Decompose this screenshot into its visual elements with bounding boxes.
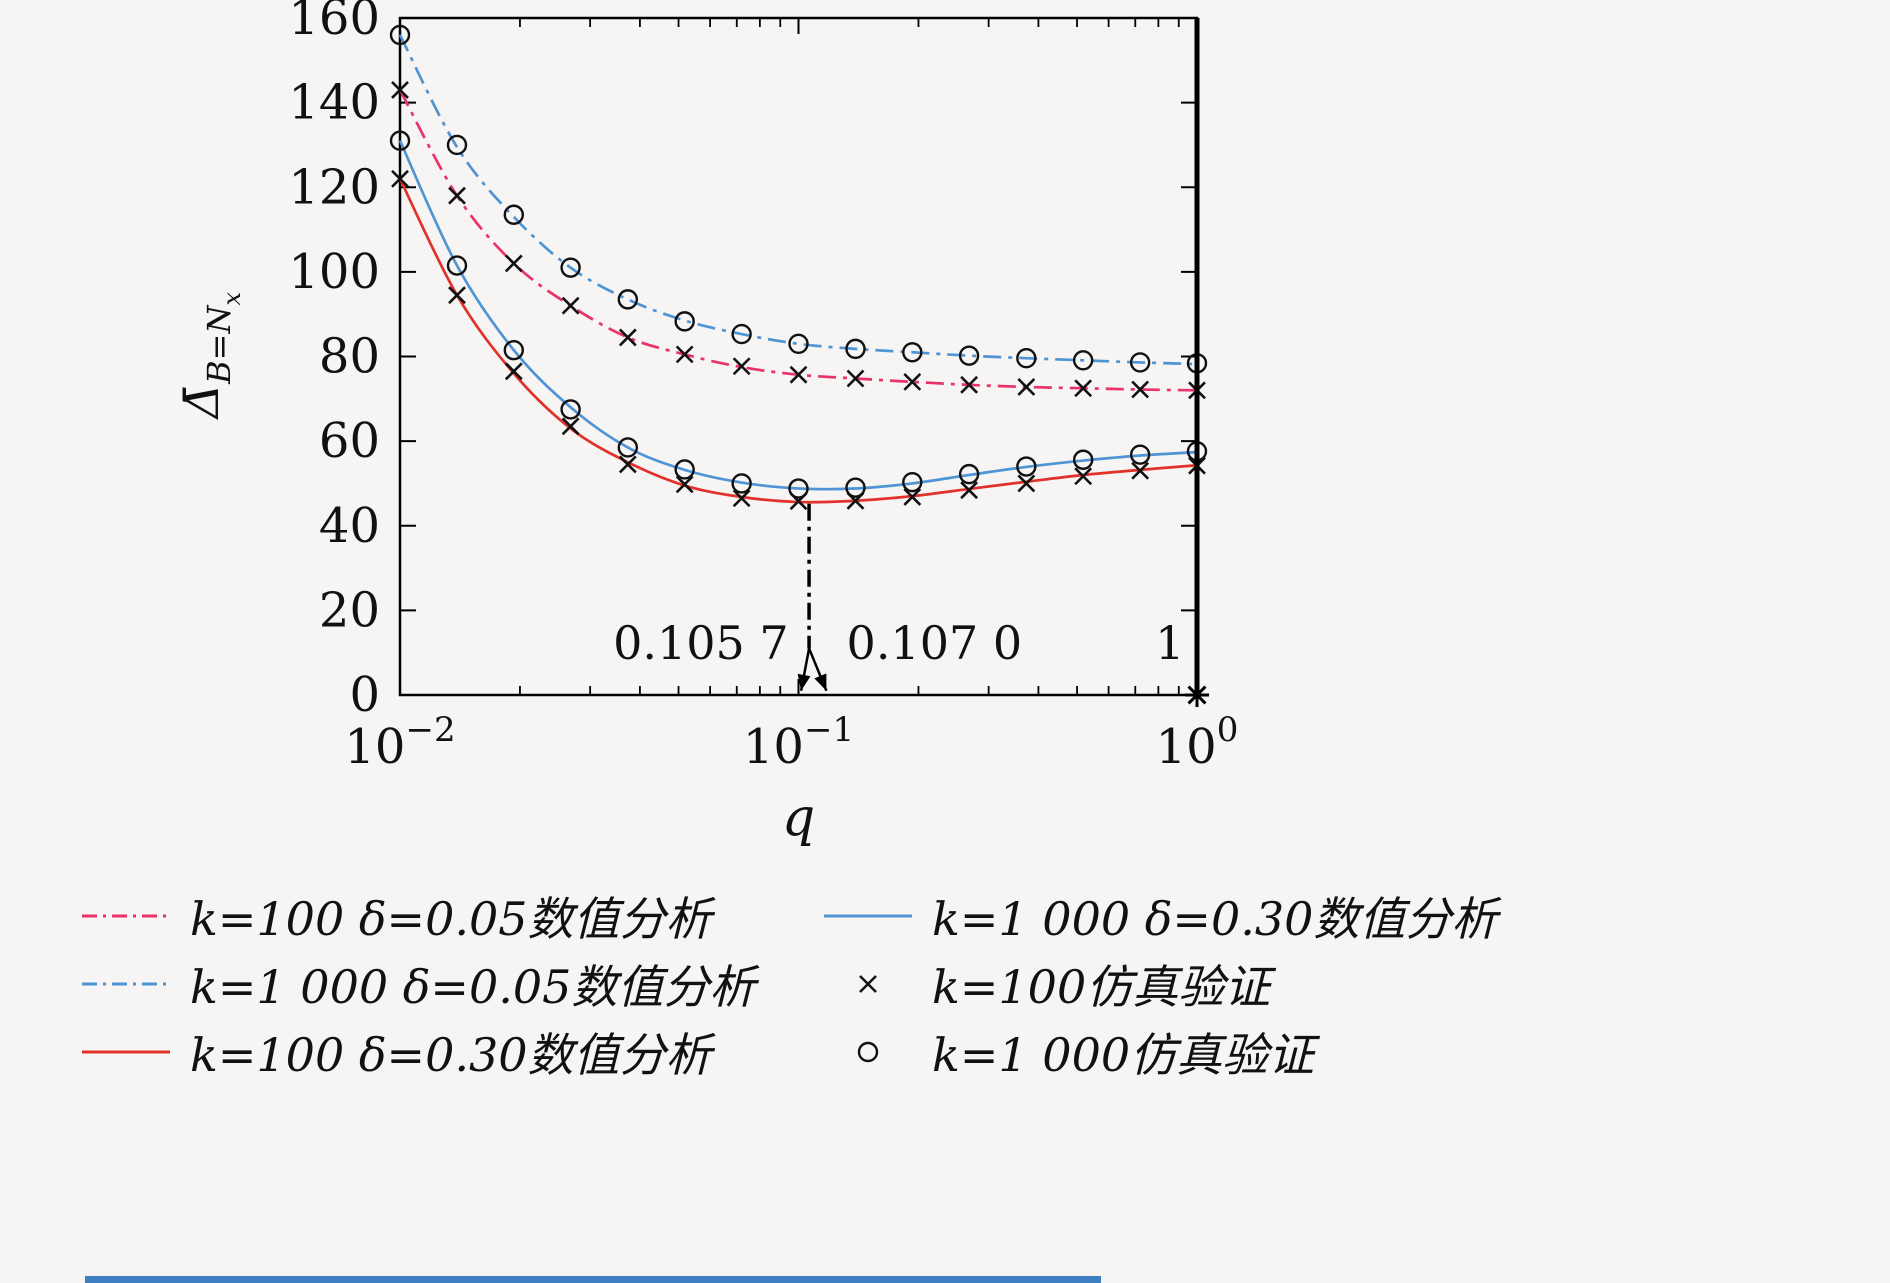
- legend-label: k=1 000 δ=0.30数值分析: [932, 892, 1498, 946]
- annotation-label: 1: [1155, 616, 1184, 670]
- y-tick-label: 80: [319, 329, 380, 385]
- series-line: [398, 89, 1198, 392]
- legend-item-2: k=1 000 δ=0.05数值分析: [78, 954, 820, 1014]
- y-tick-label: 20: [319, 582, 380, 638]
- annotations: 0.105 7 0.107 0 1: [613, 18, 1209, 707]
- legend-label: k=100 δ=0.05数值分析: [190, 892, 712, 946]
- y-tick-label: 140: [288, 75, 380, 131]
- legend-item-0: k=100 δ=0.05数值分析: [78, 886, 820, 946]
- y-axis-label: Δ̄B=Nx: [174, 292, 246, 421]
- series-line: [398, 140, 1198, 491]
- bottom-accent-bar: [85, 1276, 1101, 1283]
- x-axis-ticks: 10−2 10−1 100: [344, 18, 1238, 775]
- legend-x-marker-icon: [859, 975, 877, 993]
- y-axis-ticks: 0 20 40 60 80 100 120 140 160: [288, 0, 1197, 723]
- series-markers: [389, 24, 1208, 511]
- legend-label: k=1 000 δ=0.05数值分析: [190, 960, 756, 1014]
- legend-circle-marker-icon: [857, 1041, 879, 1063]
- axis-labels: q Δ̄B=Nx: [174, 292, 815, 849]
- y-tick-label: 40: [319, 498, 380, 554]
- chart-legend: k=100 δ=0.05数值分析 k=1 000 δ=0.30数值分析 k=1 00…: [78, 886, 1497, 1082]
- legend-label: k=100仿真验证: [932, 960, 1271, 1014]
- legend-line-swatch: [82, 982, 170, 986]
- y-tick-label: 160: [288, 0, 380, 46]
- legend-item-5: k=1 000仿真验证: [820, 1022, 1497, 1082]
- legend-line-swatch: [82, 1050, 170, 1054]
- annotation-label: 0.107 0: [847, 616, 1023, 670]
- x-axis-label: q: [782, 788, 815, 848]
- series-line: [398, 34, 1198, 366]
- legend-item-1: k=1 000 δ=0.30数值分析: [820, 886, 1497, 946]
- legend-item-4: k=100 δ=0.30数值分析: [78, 1022, 820, 1082]
- legend-line-swatch: [824, 914, 912, 918]
- legend-line-swatch: [82, 914, 170, 918]
- legend-label: k=100 δ=0.30数值分析: [190, 1028, 712, 1082]
- y-tick-label: 60: [319, 413, 380, 469]
- x-tick-label: 10−1: [743, 710, 854, 775]
- legend-item-3: k=100仿真验证: [820, 954, 1497, 1014]
- annotation-label: 0.105 7: [613, 616, 789, 670]
- x-tick-label: 100: [1156, 710, 1239, 775]
- y-tick-label: 0: [349, 667, 380, 723]
- x-tick-label: 10−2: [344, 710, 455, 775]
- y-tick-label: 120: [288, 159, 380, 215]
- legend-label: k=1 000仿真验证: [932, 1028, 1315, 1082]
- y-tick-label: 100: [288, 244, 380, 300]
